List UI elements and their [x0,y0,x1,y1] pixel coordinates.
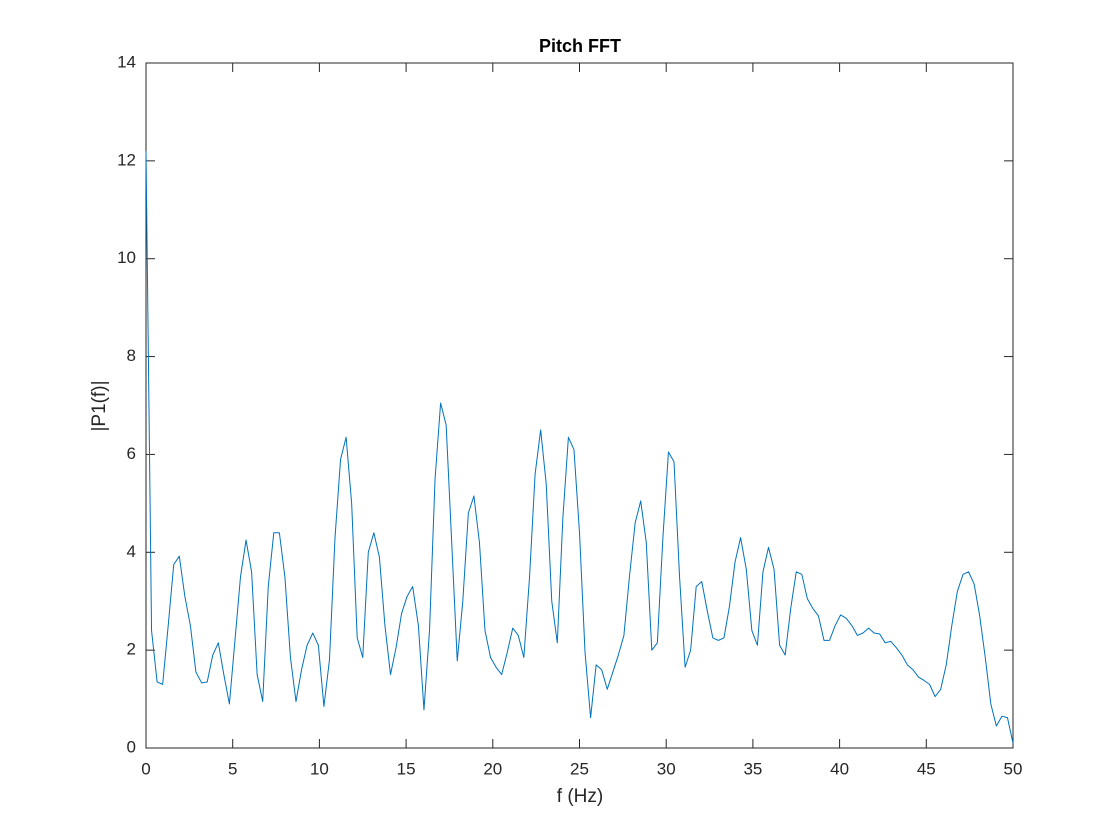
y-tick-label: 2 [127,640,136,659]
x-tick-label: 35 [743,759,762,778]
y-tick-label: 6 [127,444,136,463]
x-tick-label: 15 [397,759,416,778]
x-tick-label: 50 [1004,759,1023,778]
x-tick-label: 25 [570,759,589,778]
x-tick-label: 45 [917,759,936,778]
x-tick-label: 0 [141,759,150,778]
x-tick-label: 10 [310,759,329,778]
y-tick-label: 8 [127,346,136,365]
y-tick-label: 4 [127,542,136,561]
y-tick-label: 0 [127,737,136,756]
y-axis-label: |P1(f)| [89,380,110,431]
x-axis-label: f (Hz) [557,786,603,807]
y-tick-label: 10 [117,248,136,267]
chart-title: Pitch FFT [539,36,621,56]
x-tick-label: 40 [830,759,849,778]
x-tick-label: 30 [657,759,676,778]
x-tick-label: 5 [228,759,237,778]
data-line [145,151,1014,744]
y-tick-label: 14 [117,52,136,71]
y-tick-label: 12 [117,150,136,169]
x-tick-label: 20 [483,759,502,778]
